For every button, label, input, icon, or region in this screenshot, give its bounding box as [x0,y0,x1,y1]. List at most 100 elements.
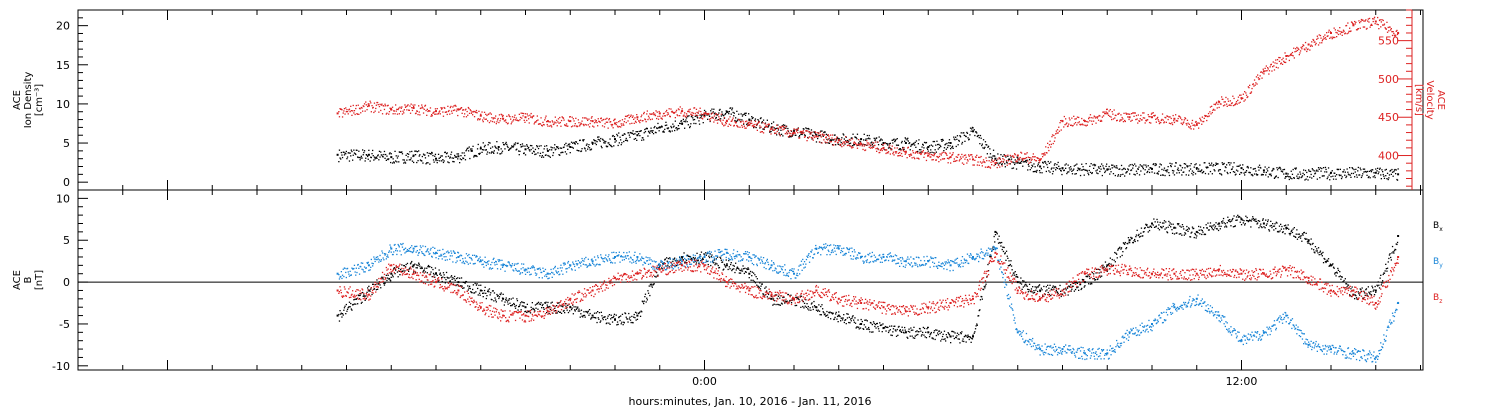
data-dot [654,275,656,278]
data-dot [1179,225,1181,227]
data-dot [689,126,691,129]
data-dot [1124,241,1126,244]
data-dot [666,114,668,116]
data-dot [1146,224,1148,226]
data-dot [716,114,719,116]
data-dot [987,146,989,148]
data-dot [365,295,367,297]
data-dot [421,267,423,269]
data-dot [1133,173,1135,175]
data-dot [398,267,400,270]
data-dot [1327,176,1329,178]
data-dot [989,166,991,168]
data-dot [1157,227,1159,229]
data-dot [1217,163,1219,165]
data-dot [795,130,798,132]
data-dot [1360,18,1363,21]
data-dot [1206,119,1208,122]
data-dot [1285,61,1287,64]
data-dot [560,147,563,149]
data-dot [783,128,785,130]
data-dot [954,139,956,141]
data-dot [564,303,566,305]
data-dot [540,302,542,304]
data-dot [900,142,903,144]
data-dot [1104,171,1106,174]
data-dot [382,105,384,107]
data-dot [1086,169,1088,171]
data-dot [573,141,575,144]
data-dot [375,284,377,286]
data-dot [437,113,439,115]
data-dot [910,327,912,329]
data-dot [427,265,429,268]
data-dot [720,118,722,120]
data-dot [1030,159,1033,161]
data-dot [932,145,934,147]
data-dot [542,156,545,158]
data-dot [442,161,445,164]
data-dot [920,330,922,332]
data-dot [1217,103,1219,105]
data-dot [1222,105,1225,107]
data-dot [985,144,987,146]
data-dot [593,139,595,141]
data-dot [396,271,399,273]
data-dot [1122,251,1124,253]
data-dot [364,299,366,301]
data-dot [1322,175,1324,177]
data-dot [1238,165,1240,167]
data-dot [877,144,880,146]
data-dot [721,123,724,125]
data-point [636,134,639,137]
data-dot [1032,153,1034,155]
data-dot [950,148,952,150]
data-dot [597,311,599,313]
data-dot [1044,293,1046,296]
data-dot [1131,119,1133,121]
data-dot [946,336,949,339]
data-dot [1180,169,1182,171]
data-point [681,256,684,258]
data-dot [632,322,634,324]
data-dot [1001,160,1003,162]
data-dot [872,145,874,147]
data-dot [355,104,357,107]
data-dot [1235,173,1237,175]
data-dot [1212,108,1215,110]
data-dot [1338,30,1340,32]
data-dot [485,292,487,294]
data-dot [346,310,348,312]
data-dot [847,141,849,143]
data-dot [1375,168,1377,170]
data-dot [961,340,964,342]
data-point [1218,100,1221,103]
data-dot [841,317,843,319]
data-dot [821,142,823,144]
data-dot [805,299,807,301]
data-dot [572,142,574,144]
data-dot [961,153,963,156]
data-dot [831,139,833,141]
data-dot [554,144,556,146]
data-dot [424,154,426,156]
data-dot [877,326,879,328]
data-dot [693,122,695,125]
data-dot [434,267,437,269]
data-dot [946,142,948,145]
data-dot [596,321,598,324]
data-dot [375,156,377,158]
data-dot [459,277,461,279]
data-dot [490,113,492,115]
data-dot [1152,224,1154,226]
data-dot [1390,28,1392,30]
data-dot [429,163,431,165]
data-dot [426,114,428,116]
data-dot [657,274,659,276]
data-dot [457,153,460,155]
data-dot [547,125,549,127]
data-dot [698,117,701,119]
data-dot [475,284,478,286]
data-dot [802,305,804,308]
data-dot [650,285,652,287]
